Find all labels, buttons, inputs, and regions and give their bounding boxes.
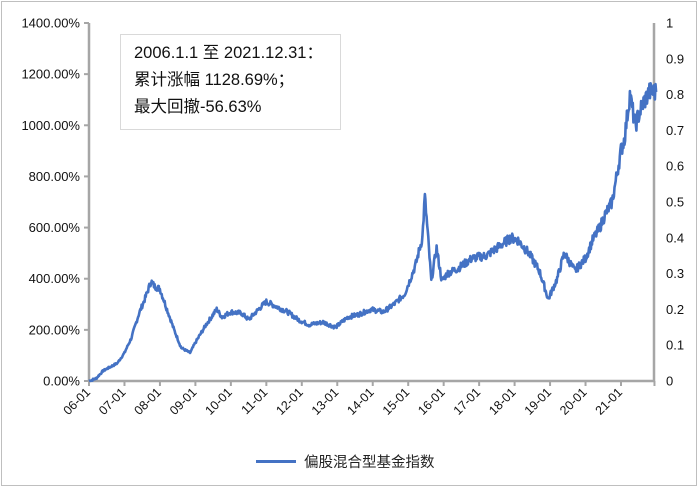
series-polyline (88, 82, 658, 383)
y-tick-label: 1200.00% (21, 67, 80, 82)
annotation-period: 2006.1.1 至 2021.12.31： (134, 44, 323, 62)
y-tick-label: 600.00% (29, 220, 81, 235)
y2-tick-label: 0 (666, 374, 673, 389)
y2-tick-label: 0.9 (666, 51, 684, 66)
y2-tick-label: 0.6 (666, 159, 684, 174)
annotation-max-drawdown: 最大回撤-56.63% (134, 98, 262, 116)
x-tick-label: 12-01 (273, 385, 306, 418)
y2-tick-label: 0.4 (666, 230, 684, 245)
x-tick-label: 08-01 (132, 385, 165, 418)
legend: 偏股混合型基金指数 (256, 451, 435, 472)
annotation-cumulative-return: 累计涨幅 1128.69%； (134, 71, 295, 89)
legend-line-swatch (256, 460, 296, 463)
x-tick-label: 11-01 (239, 385, 271, 417)
x-tick-label: 13-01 (309, 385, 342, 418)
y-tick-label: 400.00% (29, 271, 81, 286)
y-tick-label: 1000.00% (21, 118, 80, 133)
right-y-axis: 0 0.1 0.2 0.3 0.4 0.5 0.6 0.7 0.8 0.9 1 (652, 16, 684, 389)
x-tick-label: 21-01 (593, 385, 626, 418)
y2-tick-label: 0.1 (666, 338, 684, 353)
y2-tick-label: 1 (666, 16, 673, 31)
y-tick-label: 800.00% (29, 169, 81, 184)
y-tick-label: 200.00% (29, 322, 81, 337)
x-tick-label: 17-01 (451, 385, 484, 418)
x-axis: 06-01 07-01 08-01 09-01 10-01 11-01 12-01 13-01… (61, 379, 656, 418)
x-tick-label: 18-01 (486, 385, 519, 418)
y2-tick-label: 0.3 (666, 266, 684, 281)
series-line (88, 82, 658, 383)
legend-label: 偏股混合型基金指数 (304, 455, 435, 471)
x-tick-label: 09-01 (167, 385, 200, 418)
x-tick-label: 16-01 (415, 385, 448, 418)
x-tick-label: 20-01 (557, 385, 590, 418)
y-tick-label: 0.00% (43, 374, 80, 389)
y2-tick-label: 0.2 (666, 302, 684, 317)
x-tick-label: 07-01 (96, 385, 129, 418)
y2-tick-label: 0.8 (666, 87, 684, 102)
annotation-box: 2006.1.1 至 2021.12.31： 累计涨幅 1128.69%； 最大… (120, 34, 341, 130)
x-tick-label: 15-01 (380, 385, 413, 418)
left-y-axis: 0.00% 200.00% 400.00% 600.00% 800.00% 1000.00… (21, 16, 91, 389)
y2-tick-label: 0.5 (666, 195, 684, 210)
x-tick-label: 10-01 (202, 385, 235, 418)
x-tick-label: 06-01 (61, 385, 94, 418)
y2-tick-label: 0.7 (666, 123, 684, 138)
x-tick-label: 19-01 (522, 385, 555, 418)
y-tick-label: 1400.00% (21, 16, 80, 31)
x-tick-label: 14-01 (344, 385, 377, 418)
